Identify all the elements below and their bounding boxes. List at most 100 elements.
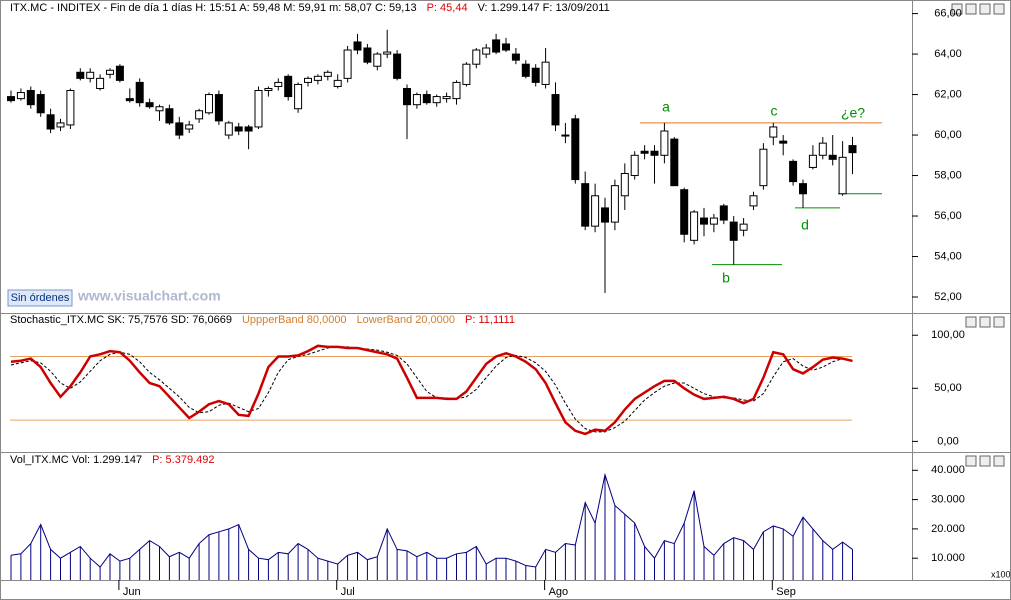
y-tick-label: 0,00	[937, 435, 958, 447]
candle-body	[848, 145, 857, 154]
candle-body	[76, 71, 85, 79]
candle-body	[205, 94, 213, 114]
candle-body	[551, 94, 560, 126]
button-close[interactable]	[993, 3, 1005, 15]
button-minimize[interactable]	[965, 316, 977, 328]
candle-body	[46, 114, 55, 130]
candle-body	[640, 150, 649, 154]
candle-body	[690, 211, 699, 241]
candle-body	[601, 207, 609, 223]
candle-body	[155, 106, 164, 112]
candle-body	[660, 130, 669, 156]
panel-header: Vol_ITX.MC Vol: 1.299.147	[10, 454, 142, 466]
window-buttons[interactable]	[951, 3, 1005, 467]
y-tick-label: 66,00	[934, 7, 962, 19]
candle-body	[373, 53, 382, 67]
y-tick-label: 40.000	[931, 464, 965, 476]
y-tick-label: 64,00	[934, 48, 962, 60]
candle-body	[709, 217, 718, 225]
candle-body	[808, 154, 817, 168]
series-line	[10, 344, 853, 436]
candle-body	[838, 156, 847, 195]
x-tick-label: Sep	[776, 586, 796, 598]
candle-body	[343, 49, 352, 79]
button-maximize[interactable]	[979, 455, 991, 467]
annotation: a	[662, 99, 670, 115]
button-minimize[interactable]	[965, 455, 977, 467]
candle-body	[818, 142, 827, 156]
candle-body	[304, 77, 312, 83]
candle-body	[284, 75, 293, 98]
button-maximize[interactable]	[979, 3, 991, 15]
candle-body	[749, 195, 758, 207]
candle-body	[759, 148, 768, 187]
y-tick-label: 62,00	[934, 88, 962, 100]
candle-body	[106, 69, 114, 75]
orders-button-label[interactable]: Sin órdenes	[11, 292, 70, 304]
volume-line	[10, 472, 853, 568]
button-minimize[interactable]	[965, 3, 977, 15]
candle-body	[828, 154, 837, 160]
candle-body	[274, 81, 283, 87]
panel-header: P: 5.379.492	[152, 454, 214, 466]
candle-body	[591, 195, 600, 227]
candle-body	[115, 65, 124, 81]
candle-body	[462, 63, 471, 85]
candle-body	[403, 87, 411, 106]
watermark: www.visualchart.com	[77, 288, 221, 304]
panel-header: V: 1.299.147 F: 13/09/2011	[478, 2, 610, 14]
candle-body	[56, 122, 65, 128]
panel-header: ITX.MC - INDITEX - Fin de día 1 días H: …	[10, 2, 417, 14]
candle-body	[195, 110, 204, 120]
y-tick-label: 50,00	[934, 382, 962, 394]
y-tick-label: 20.000	[931, 523, 965, 535]
candle-body	[541, 61, 550, 85]
candle-body	[492, 39, 501, 53]
candle-body	[145, 102, 154, 108]
candle-body	[66, 90, 75, 126]
candle-body	[789, 160, 798, 183]
candle-body	[719, 205, 728, 221]
candle-body	[700, 217, 708, 225]
annotation: d	[801, 217, 809, 233]
x-tick-label: Jun	[123, 586, 141, 598]
y-tick-label: 100,00	[931, 329, 965, 341]
y-tick-label: 30.000	[931, 494, 965, 506]
candle-body	[630, 154, 639, 177]
candle-body	[799, 183, 807, 195]
panel-header: P: 45,44	[427, 2, 468, 14]
button-close[interactable]	[993, 455, 1005, 467]
annotation: c	[771, 103, 778, 119]
candle-body	[620, 173, 629, 197]
candle-body	[264, 87, 273, 92]
candle-body	[739, 223, 748, 231]
candle-body	[769, 126, 778, 138]
candle-body	[521, 63, 530, 77]
orders-button[interactable]	[7, 289, 73, 307]
button-close[interactable]	[993, 316, 1005, 328]
candle-body	[135, 81, 144, 104]
candle-body	[7, 96, 15, 102]
candle-body	[333, 79, 342, 87]
series-line	[10, 346, 853, 433]
candle-body	[86, 71, 95, 79]
candle-body	[383, 51, 392, 55]
candle-body	[244, 126, 253, 132]
candle-body	[581, 183, 590, 227]
y-tick-label: 58,00	[934, 169, 962, 181]
candle-body	[214, 94, 223, 122]
button-maximize[interactable]	[979, 316, 991, 328]
candle-body	[294, 83, 303, 110]
candle-body	[393, 53, 402, 79]
panel-header: LowerBand 20,0000	[357, 314, 455, 326]
candle-body	[561, 134, 570, 137]
candle-body	[502, 43, 510, 51]
candle-body	[185, 124, 194, 130]
candle-body	[363, 47, 372, 63]
button-up[interactable]	[951, 3, 963, 15]
candle-body	[650, 150, 659, 156]
multiplier: x100	[991, 569, 1011, 579]
candle-body	[452, 81, 461, 100]
